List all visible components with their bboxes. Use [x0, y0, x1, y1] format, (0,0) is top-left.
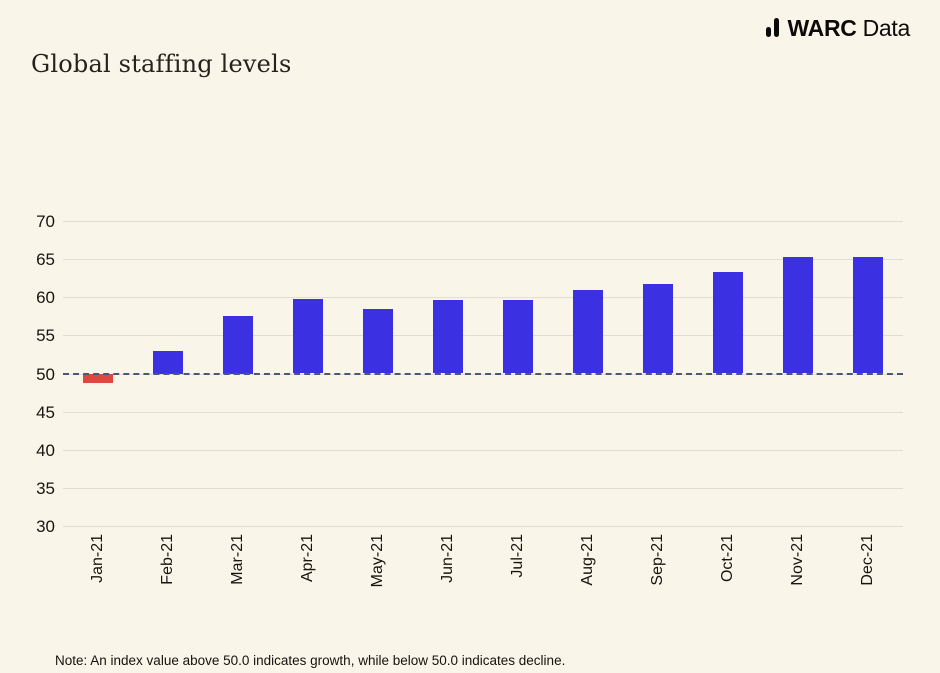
logo-brand-bold: WARC — [787, 15, 857, 41]
bar-Mar-21 — [223, 316, 253, 374]
gridline-35 — [63, 487, 903, 489]
reference-line-50 — [63, 372, 903, 375]
bar-Sep-21 — [643, 284, 673, 374]
logo-text: WARC Data — [787, 15, 911, 42]
x-label-Dec-21: Dec-21 — [859, 534, 876, 586]
footnote: Note: An index value above 50.0 indicate… — [55, 653, 566, 668]
y-tick-label-65: 65 — [36, 250, 55, 270]
chart-title: Global staffing levels — [31, 50, 292, 78]
x-label-Apr-21: Apr-21 — [299, 534, 316, 583]
x-label-Oct-21: Oct-21 — [719, 534, 736, 583]
y-tick-label-40: 40 — [36, 440, 55, 460]
warc-data-logo: WARC Data — [765, 15, 911, 42]
bar-Jun-21 — [433, 300, 463, 374]
bar-chart-plot-area — [63, 221, 903, 527]
x-label-Jun-21: Jun-21 — [439, 534, 456, 583]
bar-chart-icon — [765, 18, 779, 39]
y-tick-label-30: 30 — [36, 517, 55, 536]
y-tick-label-45: 45 — [36, 402, 55, 422]
x-label-Aug-21: Aug-21 — [579, 534, 596, 586]
y-tick-label-35: 35 — [36, 478, 55, 498]
x-label-Sep-21: Sep-21 — [649, 534, 666, 586]
bar-Nov-21 — [783, 256, 813, 374]
x-label-Feb-21: Feb-21 — [159, 534, 176, 585]
x-label-Jul-21: Jul-21 — [509, 534, 526, 578]
y-tick-label-70: 70 — [36, 212, 55, 231]
x-label-May-21: May-21 — [369, 534, 386, 588]
bar-Dec-21 — [853, 256, 883, 374]
x-label-Mar-21: Mar-21 — [229, 534, 246, 585]
gridline-65 — [63, 259, 903, 261]
y-tick-label-50: 50 — [36, 364, 55, 384]
bar-Feb-21 — [153, 350, 183, 374]
gridline-40 — [63, 449, 903, 451]
bar-Apr-21 — [293, 298, 323, 374]
y-tick-label-60: 60 — [36, 288, 55, 308]
gridline-55 — [63, 335, 903, 337]
gridline-45 — [63, 411, 903, 413]
gridline-70 — [63, 221, 903, 222]
logo-brand-regular: Data — [862, 15, 911, 41]
gridline-60 — [63, 297, 903, 299]
bar-Jul-21 — [503, 299, 533, 374]
x-label-Nov-21: Nov-21 — [789, 534, 806, 586]
bar-Jan-21 — [83, 373, 113, 384]
gridline-30 — [63, 526, 903, 527]
bar-Aug-21 — [573, 290, 603, 374]
y-tick-label-55: 55 — [36, 326, 55, 346]
bar-Oct-21 — [713, 272, 743, 374]
x-label-Jan-21: Jan-21 — [89, 534, 106, 583]
bar-May-21 — [363, 309, 393, 374]
